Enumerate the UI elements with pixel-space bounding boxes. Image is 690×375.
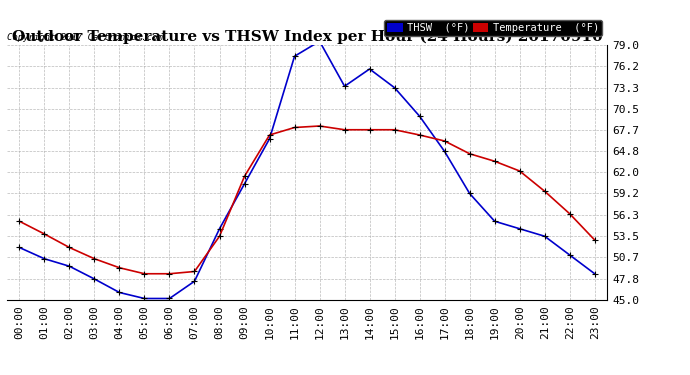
Legend: THSW  (°F), Temperature  (°F): THSW (°F), Temperature (°F) <box>384 20 602 36</box>
Title: Outdoor Temperature vs THSW Index per Hour (24 Hours) 20170910: Outdoor Temperature vs THSW Index per Ho… <box>12 30 602 44</box>
Text: Copyright 2017 Cartronics.com: Copyright 2017 Cartronics.com <box>7 33 163 42</box>
